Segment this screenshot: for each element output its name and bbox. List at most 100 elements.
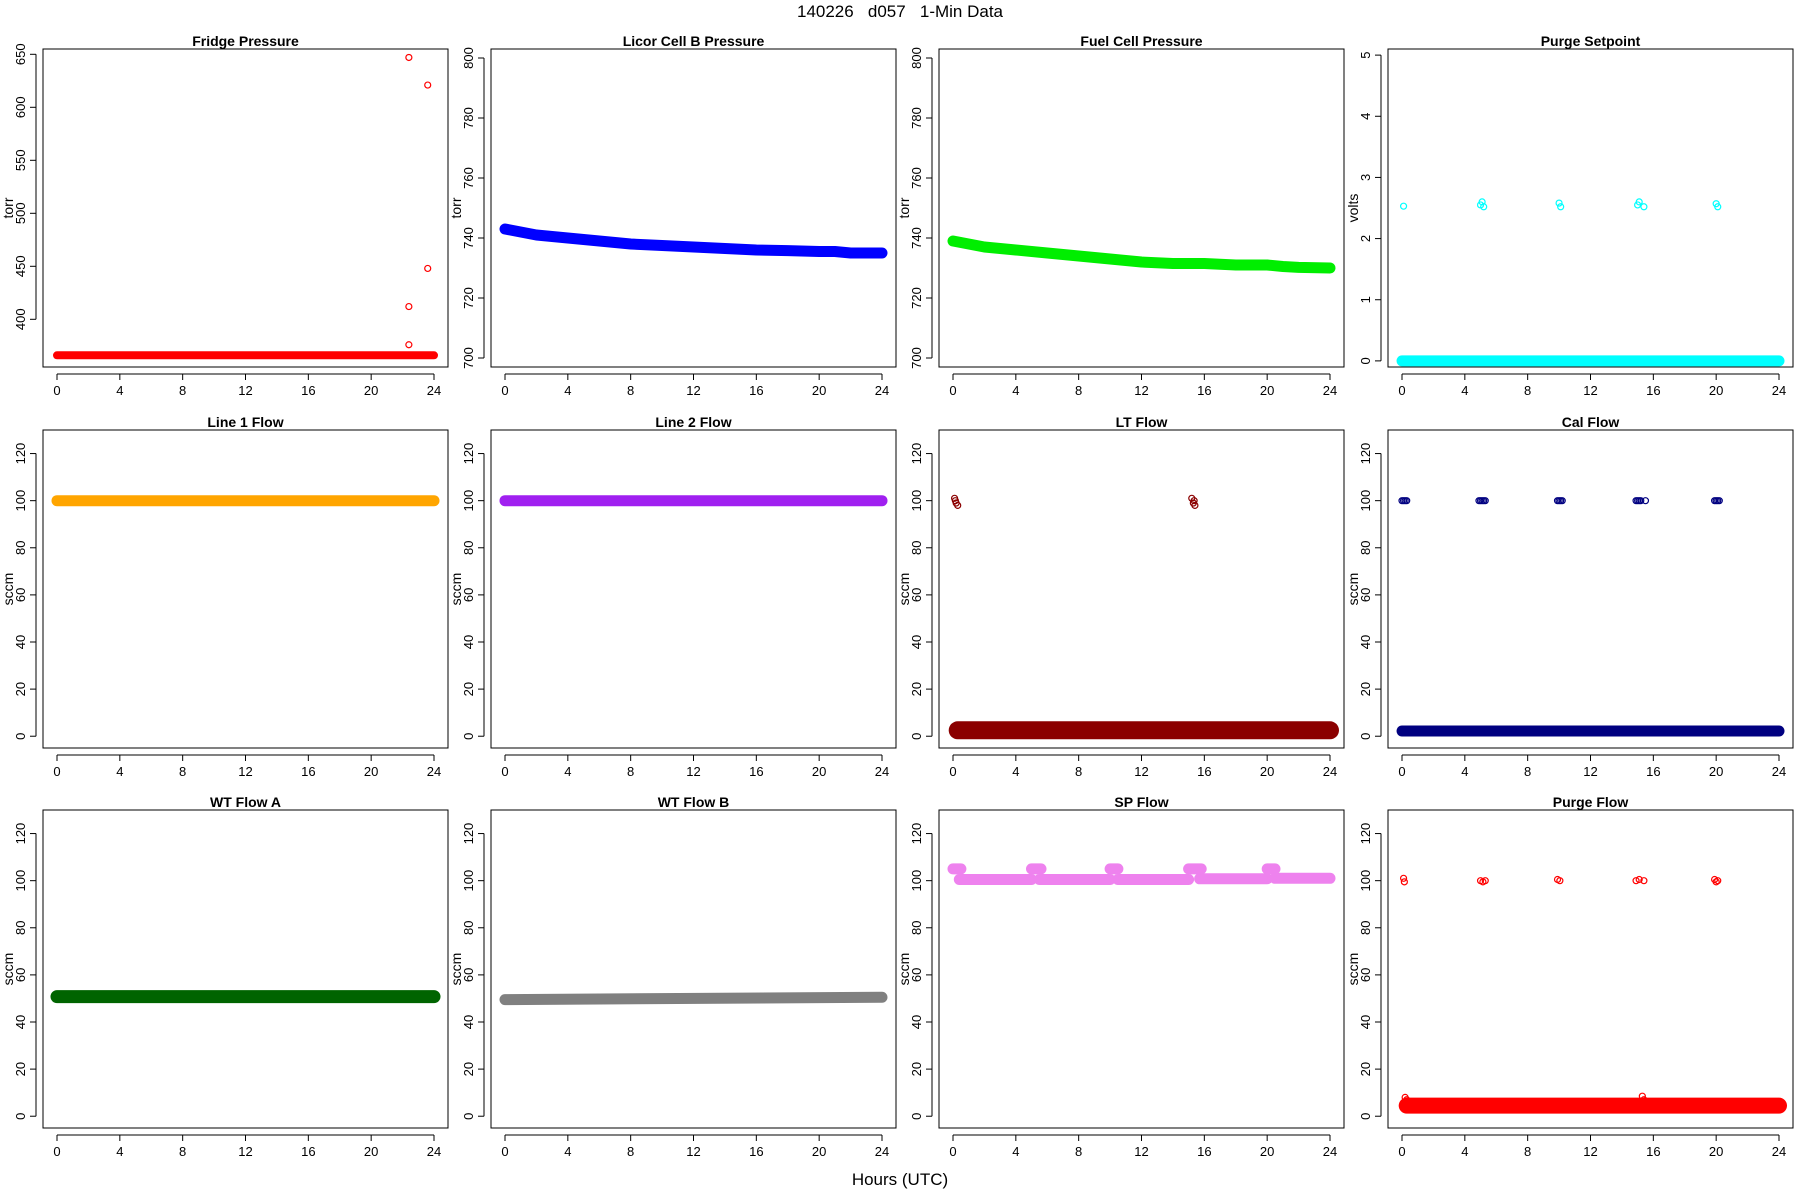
chart-fridge-pressure-data-point bbox=[424, 81, 432, 89]
chart-cal-flow-y-tick-label: 0 bbox=[1358, 733, 1373, 740]
chart-licor-cell-b-pressure-data-series bbox=[499, 223, 888, 259]
chart-fridge-pressure-y-tick-label: 450 bbox=[13, 255, 28, 277]
chart-purge-setpoint-y-tick-label: 5 bbox=[1358, 51, 1373, 58]
chart-wt-flow-a-x-tick-label: 0 bbox=[53, 1144, 60, 1159]
chart-line-2-flow: Line 2 Flow sccm 0 4 8 12 16 20 24 0 20 40 60 80 100 12… bbox=[448, 414, 897, 779]
chart-cal-flow-data-point bbox=[1403, 497, 1411, 505]
chart-cal-flow: Cal Flow sccm 0 4 8 12 16 20 24 0 20 40 60 80 100 120 bbox=[1345, 414, 1794, 779]
chart-cal-flow-x-tick-label: 12 bbox=[1583, 764, 1597, 779]
chart-purge-flow-data-point bbox=[1399, 874, 1408, 882]
chart-wt-flow-a-y-axis-label: sccm bbox=[0, 953, 16, 986]
chart-wt-flow-b-y-axis-label: sccm bbox=[448, 953, 464, 986]
chart-purge-flow-data-point bbox=[1400, 878, 1408, 886]
chart-line-2-flow-x-tick-label: 4 bbox=[564, 764, 571, 779]
chart-line-1-flow: Line 1 Flow sccm 0 4 8 12 16 20 24 0 20 40 60 80 100 12… bbox=[0, 414, 449, 779]
chart-cal-flow-x-tick-label: 20 bbox=[1709, 764, 1723, 779]
chart-sp-flow-y-tick-label: 20 bbox=[909, 1062, 924, 1076]
chart-lt-flow-frame bbox=[938, 429, 1345, 749]
chart-line-2-flow-y-tick-label: 120 bbox=[461, 443, 476, 465]
chart-licor-cell-b-pressure-y-tick-label: 760 bbox=[461, 167, 476, 189]
chart-purge-flow: Purge Flow sccm 0 4 8 12 16 20 24 0 20 40 60 80 100 120 bbox=[1345, 794, 1794, 1159]
chart-line-1-flow-x-tick-label: 16 bbox=[301, 764, 315, 779]
chart-purge-setpoint-x-tick-label: 4 bbox=[1461, 383, 1468, 398]
chart-fuel-cell-pressure-x-tick-label: 0 bbox=[949, 383, 956, 398]
chart-licor-cell-b-pressure-x-tick-label: 0 bbox=[501, 383, 508, 398]
chart-fridge-pressure-y-tick-label: 400 bbox=[13, 308, 28, 330]
chart-line-2-flow-x-tick-label: 8 bbox=[627, 764, 634, 779]
chart-fuel-cell-pressure-y-tick-label: 780 bbox=[909, 107, 924, 129]
chart-wt-flow-a-y-tick-label: 60 bbox=[13, 968, 28, 982]
chart-lt-flow-y-tick-label: 20 bbox=[909, 682, 924, 696]
chart-licor-cell-b-pressure-x-tick-label: 12 bbox=[686, 383, 700, 398]
chart-line-1-flow-y-tick-label: 100 bbox=[13, 490, 28, 512]
chart-lt-flow-title: LT Flow bbox=[1116, 414, 1168, 430]
chart-fuel-cell-pressure-title: Fuel Cell Pressure bbox=[1080, 33, 1202, 49]
chart-cal-flow-data-point bbox=[1637, 497, 1645, 505]
chart-fridge-pressure-y-tick-label: 550 bbox=[13, 149, 28, 171]
chart-line-2-flow-y-tick-label: 100 bbox=[461, 490, 476, 512]
chart-purge-setpoint-data-point bbox=[1640, 203, 1648, 211]
chart-wt-flow-a-frame bbox=[42, 809, 449, 1129]
chart-purge-setpoint-x-tick-label: 16 bbox=[1646, 383, 1660, 398]
chart-purge-flow-x-tick-label: 4 bbox=[1461, 1144, 1468, 1159]
chart-fuel-cell-pressure-y-tick-label: 720 bbox=[909, 287, 924, 309]
figure-x-axis-label: Hours (UTC) bbox=[851, 1170, 949, 1189]
chart-licor-cell-b-pressure-x-tick-label: 4 bbox=[564, 383, 571, 398]
chart-fridge-pressure-x-tick-label: 8 bbox=[179, 383, 186, 398]
chart-purge-setpoint-x-tick-label: 12 bbox=[1583, 383, 1597, 398]
chart-lt-flow-x-tick-label: 16 bbox=[1197, 764, 1211, 779]
chart-cal-flow-x-tick-label: 24 bbox=[1772, 764, 1786, 779]
chart-lt-flow-data-point bbox=[1191, 501, 1199, 509]
chart-wt-flow-a-title: WT Flow A bbox=[210, 794, 281, 810]
chart-fridge-pressure-y-tick-label: 650 bbox=[13, 43, 28, 65]
chart-purge-flow-data-point bbox=[1714, 877, 1722, 885]
chart-lt-flow-y-tick-label: 40 bbox=[909, 635, 924, 649]
chart-purge-setpoint-x-tick-label: 0 bbox=[1398, 383, 1405, 398]
chart-sp-flow-y-axis-label: sccm bbox=[896, 953, 912, 986]
chart-line-1-flow-y-axis-label: sccm bbox=[0, 573, 16, 606]
chart-fridge-pressure-y-tick-label: 500 bbox=[13, 202, 28, 224]
chart-purge-flow-x-tick-label: 20 bbox=[1709, 1144, 1723, 1159]
chart-fridge-pressure-data-point bbox=[405, 341, 413, 349]
chart-fuel-cell-pressure-x-tick-label: 12 bbox=[1134, 383, 1148, 398]
chart-licor-cell-b-pressure-x-tick-label: 16 bbox=[749, 383, 763, 398]
chart-wt-flow-a-y-tick-label: 0 bbox=[13, 1113, 28, 1120]
chart-fuel-cell-pressure-y-tick-label: 760 bbox=[909, 167, 924, 189]
chart-purge-flow-data-point bbox=[1632, 877, 1640, 885]
chart-sp-flow-x-tick-label: 8 bbox=[1075, 1144, 1082, 1159]
chart-line-1-flow-x-tick-label: 8 bbox=[179, 764, 186, 779]
chart-licor-cell-b-pressure-y-tick-label: 780 bbox=[461, 107, 476, 129]
chart-lt-flow-x-tick-label: 24 bbox=[1323, 764, 1337, 779]
chart-wt-flow-a-x-tick-label: 24 bbox=[427, 1144, 441, 1159]
chart-line-2-flow-x-tick-label: 16 bbox=[749, 764, 763, 779]
chart-purge-setpoint-data-point bbox=[1635, 198, 1643, 206]
chart-purge-flow-data-point bbox=[1712, 878, 1720, 886]
chart-wt-flow-a-data-point bbox=[54, 991, 63, 999]
chart-wt-flow-a-x-tick-label: 8 bbox=[179, 1144, 186, 1159]
chart-cal-flow-y-tick-label: 40 bbox=[1358, 635, 1373, 649]
chart-purge-flow-y-axis-label: sccm bbox=[1345, 953, 1361, 986]
chart-fridge-pressure: Fridge Pressure torr 0 4 8 12 16 20 24 400 450 500 5… bbox=[0, 33, 449, 398]
chart-cal-flow-title: Cal Flow bbox=[1562, 414, 1620, 430]
chart-purge-flow-y-tick-label: 60 bbox=[1358, 968, 1373, 982]
chart-line-2-flow-y-tick-label: 20 bbox=[461, 682, 476, 696]
chart-cal-flow-data-point bbox=[1641, 497, 1650, 505]
chart-lt-flow-x-tick-label: 0 bbox=[949, 764, 956, 779]
figure-title: 140226 d057 1-Min Data bbox=[796, 2, 1004, 21]
chart-licor-cell-b-pressure-y-tick-label: 740 bbox=[461, 227, 476, 249]
chart-purge-flow-data-point bbox=[1481, 877, 1489, 885]
chart-cal-flow-data-point bbox=[1715, 497, 1723, 505]
chart-lt-flow-y-tick-label: 100 bbox=[909, 490, 924, 512]
chart-wt-flow-b-frame bbox=[490, 809, 897, 1129]
chart-lt-flow-x-tick-label: 20 bbox=[1260, 764, 1274, 779]
chart-purge-setpoint-data-point bbox=[1480, 203, 1488, 211]
chart-wt-flow-b-y-tick-label: 80 bbox=[461, 921, 476, 935]
chart-wt-flow-a-y-tick-label: 80 bbox=[13, 921, 28, 935]
chart-cal-flow-y-tick-label: 20 bbox=[1358, 682, 1373, 696]
chart-wt-flow-b-x-tick-label: 0 bbox=[501, 1144, 508, 1159]
chart-sp-flow-y-tick-label: 80 bbox=[909, 921, 924, 935]
chart-fuel-cell-pressure: Fuel Cell Pressure torr 0 4 8 12 16 20 24 700 720 7… bbox=[896, 33, 1345, 398]
chart-wt-flow-b-x-tick-label: 20 bbox=[812, 1144, 826, 1159]
chart-wt-flow-b-y-tick-label: 60 bbox=[461, 968, 476, 982]
